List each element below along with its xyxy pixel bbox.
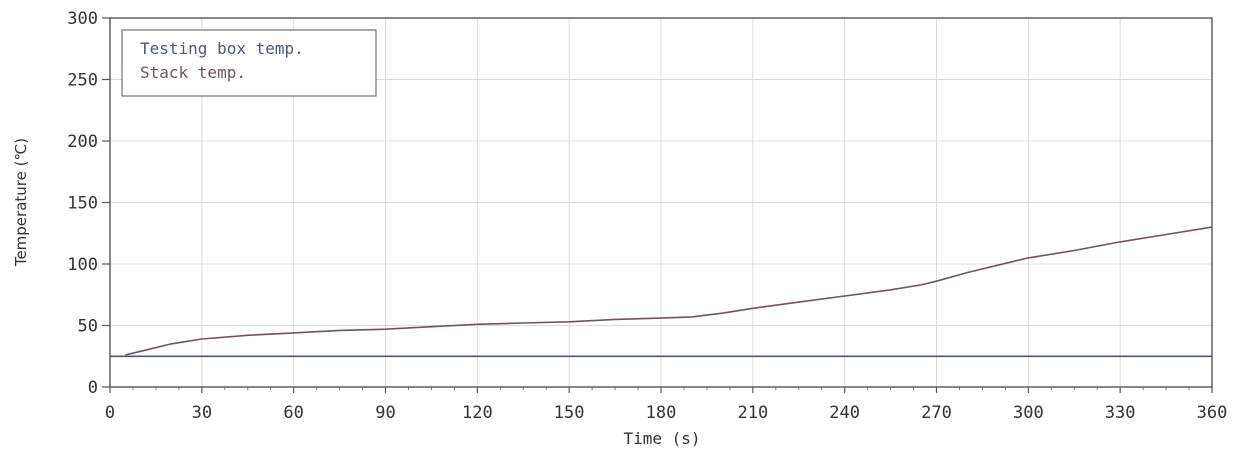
x-tick-label: 150 (554, 403, 585, 423)
y-axis-label: Temperature (℃) (12, 138, 30, 267)
y-tick-label: 250 (67, 71, 98, 91)
x-tick-label: 0 (105, 403, 115, 423)
x-tick-label: 210 (737, 403, 768, 423)
series-line-stack (125, 227, 1212, 355)
y-tick-label: 0 (88, 378, 98, 398)
x-axis-label: Time (s) (623, 429, 700, 448)
x-tick-label: 360 (1197, 403, 1228, 423)
y-tick-label: 300 (67, 9, 98, 29)
x-tick-label: 120 (462, 403, 493, 423)
y-tick-label: 150 (67, 194, 98, 214)
legend-item-stack: Stack temp. (140, 63, 246, 82)
y-tick-label: 200 (67, 132, 98, 152)
legend-item-testing-box: Testing box temp. (140, 39, 304, 58)
x-tick-label: 180 (646, 403, 677, 423)
x-tick-label: 240 (829, 403, 860, 423)
y-tick-label: 100 (67, 255, 98, 275)
x-tick-label: 330 (1105, 403, 1136, 423)
x-tick-label: 270 (921, 403, 952, 423)
legend: Testing box temp. Stack temp. (122, 30, 376, 96)
x-tick-label: 90 (375, 403, 395, 423)
x-tick-label: 60 (283, 403, 303, 423)
x-tick-label: 300 (1013, 403, 1044, 423)
y-tick-label: 50 (78, 317, 98, 337)
x-tick-label: 30 (192, 403, 212, 423)
